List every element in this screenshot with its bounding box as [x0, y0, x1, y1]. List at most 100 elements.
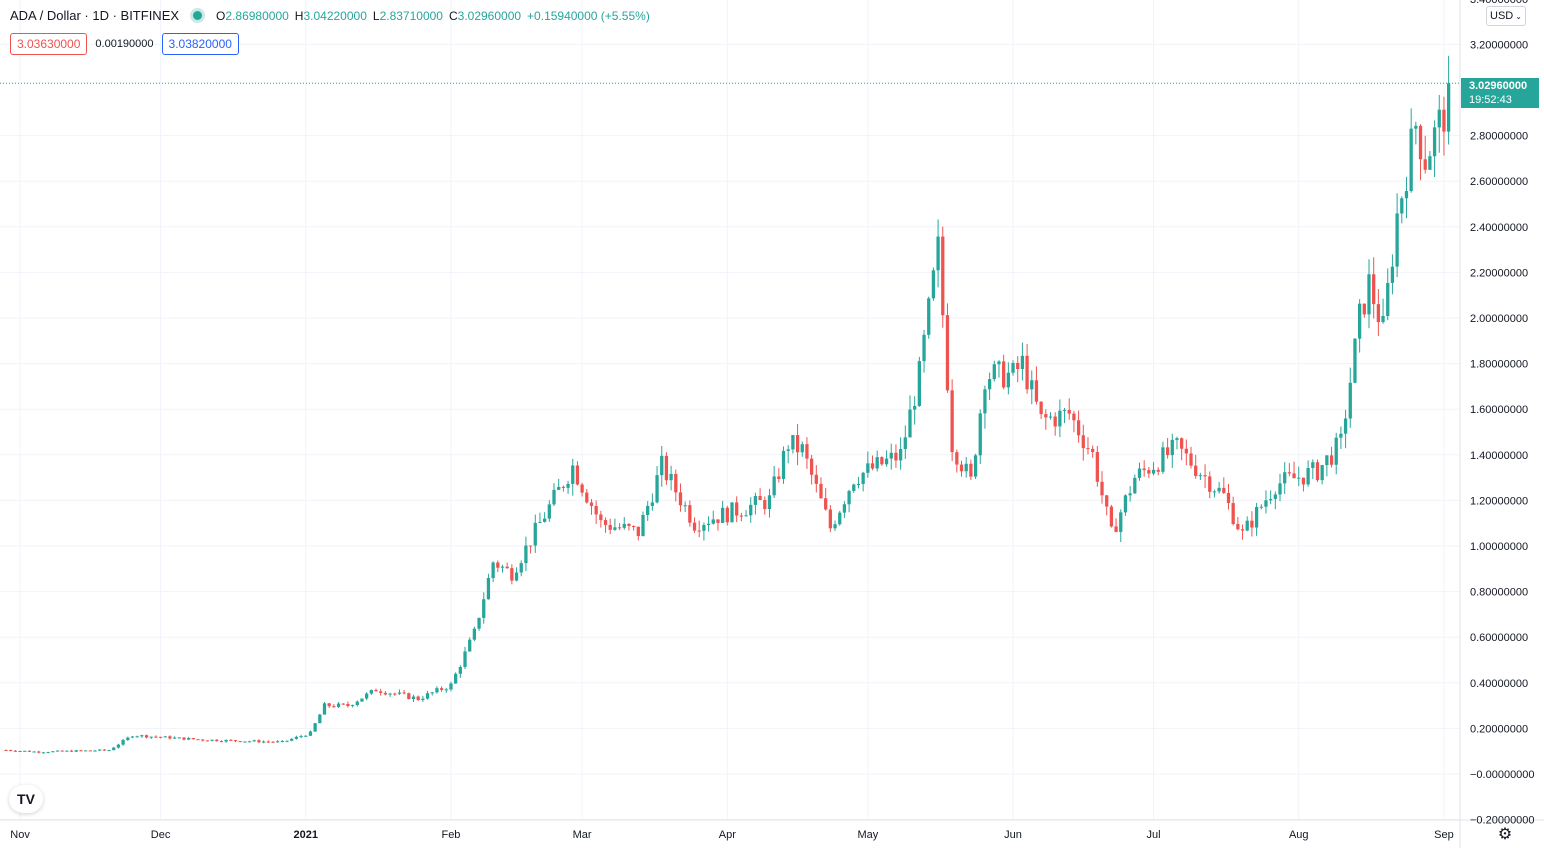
candle-body: [116, 744, 121, 748]
candle-body: [304, 735, 308, 737]
candle-body: [758, 495, 762, 501]
candle-body: [421, 698, 425, 700]
candle-body: [561, 486, 566, 488]
y-tick-label: 0.60000000: [1470, 632, 1528, 644]
candle-body: [1442, 109, 1446, 132]
candle-body: [229, 739, 233, 741]
candle-body: [463, 651, 467, 667]
ohlc-close: C3.02960000: [448, 8, 522, 23]
candle-body: [744, 515, 748, 517]
candle-body: [739, 515, 744, 517]
gear-icon[interactable]: ⚙: [1497, 826, 1513, 843]
candle-body: [187, 738, 191, 740]
candle-body: [735, 502, 739, 516]
candle-body: [379, 691, 383, 693]
candle-body: [327, 703, 331, 707]
candle-body: [1254, 507, 1259, 528]
candle-body: [763, 500, 767, 510]
y-tick-label: −0.20000000: [1470, 815, 1535, 827]
candle-body: [472, 628, 477, 640]
candle-body: [1165, 447, 1170, 456]
candle-body: [355, 701, 359, 706]
candle-body: [257, 740, 261, 743]
candle-body: [1128, 493, 1132, 496]
candle-body: [1283, 472, 1287, 484]
candles: [0, 55, 1460, 754]
tradingview-logo-icon[interactable]: TV: [9, 785, 43, 813]
candle-body: [454, 673, 458, 684]
candle-body: [215, 739, 219, 742]
candle-body: [1273, 494, 1277, 499]
candle-body: [594, 505, 598, 515]
candle-body: [1287, 472, 1292, 474]
currency-dropdown[interactable]: USD ⌄: [1486, 6, 1526, 26]
candle-body: [692, 522, 697, 531]
candle-body: [201, 739, 205, 741]
y-tick-label: 2.20000000: [1470, 267, 1528, 279]
candle-body: [964, 463, 968, 472]
candle-body: [720, 507, 725, 523]
candle-body: [46, 752, 50, 754]
candle-body: [69, 750, 74, 752]
candle-body: [702, 524, 706, 531]
candle-body: [1044, 414, 1048, 418]
candle-body: [1142, 468, 1146, 471]
candle-body: [233, 740, 238, 742]
candle-body: [1039, 401, 1043, 415]
candle-body: [238, 741, 242, 743]
candle-body: [276, 741, 280, 743]
candle-body: [308, 731, 313, 736]
candle-body: [449, 683, 453, 690]
candle-body: [978, 413, 982, 456]
candle-body: [528, 545, 533, 547]
buy-price-button[interactable]: 3.03820000: [161, 33, 239, 55]
x-tick-label: Mar: [573, 829, 592, 841]
y-tick-label: 3.20000000: [1470, 39, 1528, 51]
candle-body: [1362, 303, 1366, 315]
candle-body: [1390, 266, 1395, 283]
candle-body: [510, 568, 514, 581]
candle-body: [1343, 418, 1348, 434]
candle-body: [27, 750, 32, 752]
candle-body: [631, 526, 636, 528]
candle-body: [1376, 304, 1381, 323]
candle-body: [158, 736, 163, 738]
candle-body: [674, 473, 678, 493]
candle-body: [294, 736, 299, 739]
y-tick-label: 1.60000000: [1470, 404, 1528, 416]
last-price-label: 3.02960000 19:52:43: [1461, 78, 1539, 108]
candle-body: [617, 527, 622, 529]
candle-body: [1292, 473, 1296, 479]
candle-body: [500, 566, 505, 568]
symbol-title[interactable]: ADA / Dollar · 1D · BITFINEX: [10, 8, 180, 23]
candle-body: [969, 463, 973, 477]
candle-body: [88, 750, 92, 752]
candle-body: [261, 741, 266, 743]
candle-body: [407, 693, 411, 700]
candle-body: [688, 505, 692, 523]
candle-body: [172, 737, 177, 739]
candle-body: [557, 486, 561, 490]
candle-body: [1325, 455, 1329, 466]
candle-body: [1081, 435, 1085, 449]
candle-body: [842, 504, 847, 513]
candle-body: [365, 693, 369, 699]
sell-price-button[interactable]: 3.03630000: [10, 33, 88, 55]
candle-body: [1002, 361, 1006, 388]
candle-body: [468, 639, 472, 652]
candle-body: [1428, 156, 1432, 170]
candle-body: [102, 749, 107, 751]
candle-body: [491, 562, 495, 579]
candle-body: [1400, 198, 1404, 214]
candle-body: [1170, 439, 1174, 456]
candle-body: [107, 750, 111, 752]
candle-body: [416, 696, 420, 700]
y-tick-label: 1.20000000: [1470, 495, 1528, 507]
candle-body: [1381, 315, 1385, 323]
candle-body: [861, 472, 865, 485]
market-status-icon: [193, 11, 203, 20]
candle-body: [285, 740, 289, 742]
candle-body: [889, 452, 893, 459]
